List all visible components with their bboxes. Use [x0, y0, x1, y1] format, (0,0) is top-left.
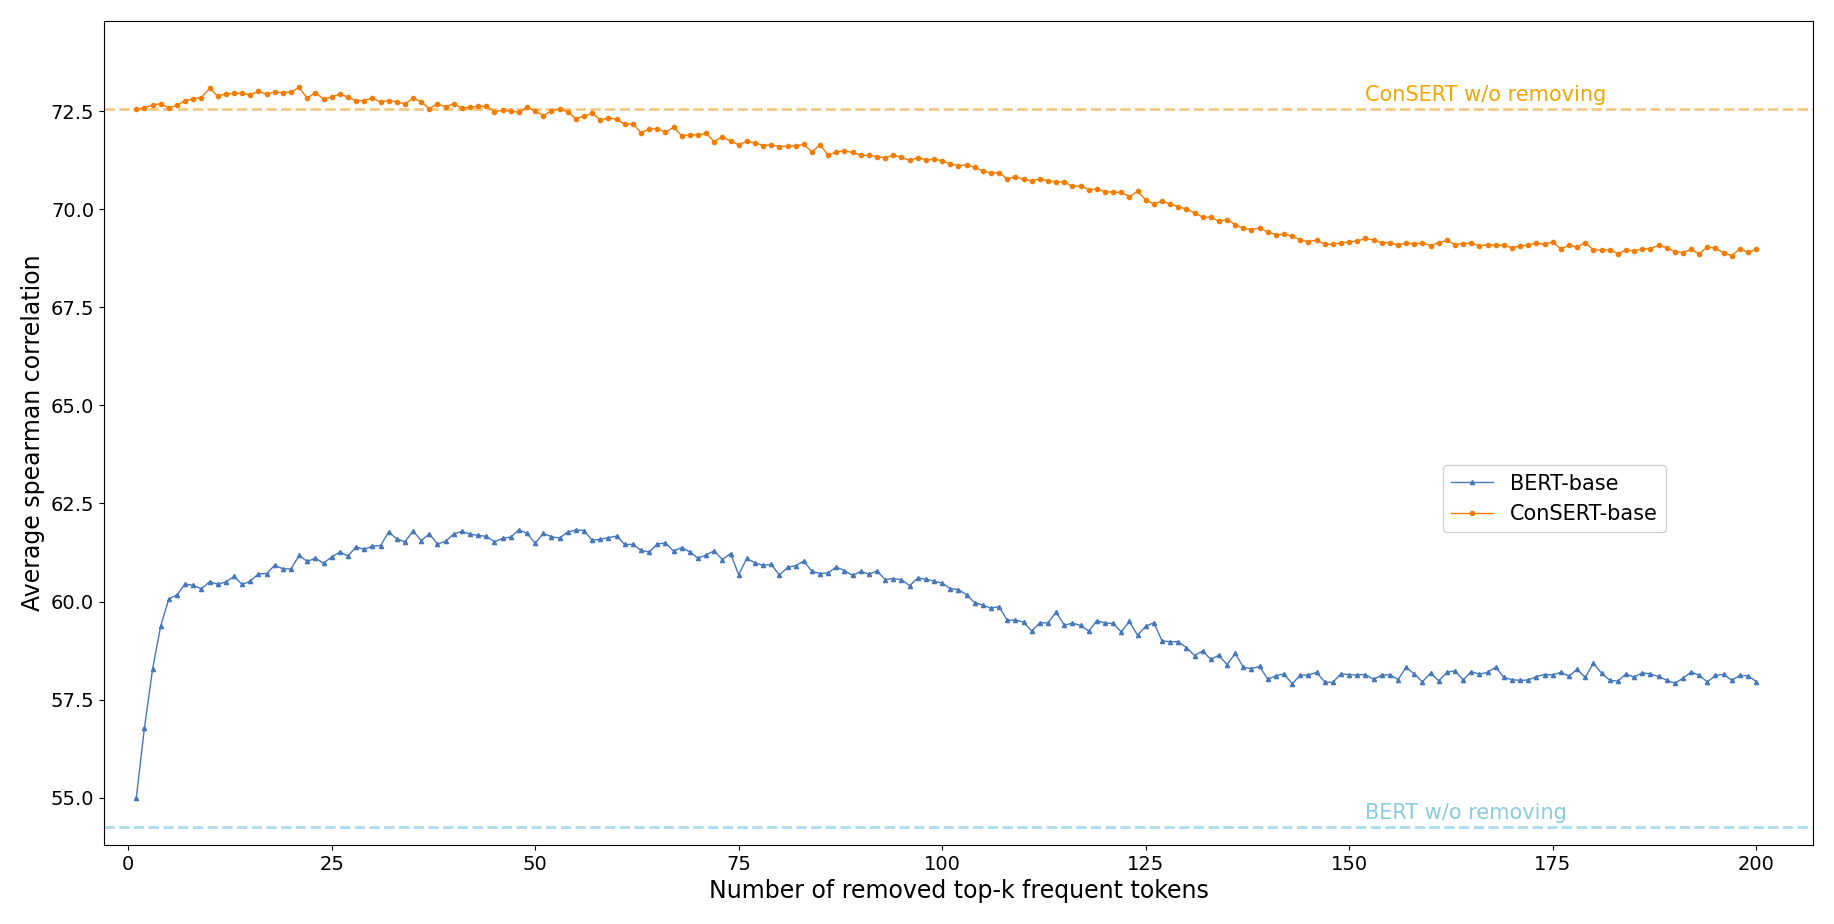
Text: BERT w/o removing: BERT w/o removing [1366, 803, 1568, 823]
ConSERT-base [1720, 250, 1742, 261]
Text: ConSERT w/o removing: ConSERT w/o removing [1366, 85, 1607, 105]
X-axis label: Number of removed top-k frequent tokens: Number of removed top-k frequent tokens [708, 879, 1209, 903]
BERT-base [565, 525, 587, 536]
Line: ConSERT-base: ConSERT-base [134, 85, 1759, 258]
ConSERT-base [435, 101, 457, 112]
Y-axis label: Average spearman correlation: Average spearman correlation [20, 254, 44, 611]
ConSERT-base [288, 82, 310, 93]
BERT-base [1616, 668, 1638, 679]
BERT-base [508, 524, 530, 535]
Legend: BERT-base, ConSERT-base: BERT-base, ConSERT-base [1443, 466, 1665, 532]
ConSERT-base [1673, 247, 1695, 258]
BERT-base [224, 571, 246, 582]
ConSERT-base [191, 92, 213, 103]
BERT-base [1673, 673, 1695, 684]
ConSERT-base [224, 88, 246, 99]
BERT-base [427, 539, 449, 550]
ConSERT-base [1616, 245, 1638, 256]
Line: BERT-base: BERT-base [134, 528, 1759, 800]
BERT-base [125, 792, 147, 803]
BERT-base [191, 583, 213, 594]
ConSERT-base [565, 113, 587, 124]
ConSERT-base [125, 103, 147, 115]
ConSERT-base [1746, 244, 1768, 255]
BERT-base [1746, 676, 1768, 687]
